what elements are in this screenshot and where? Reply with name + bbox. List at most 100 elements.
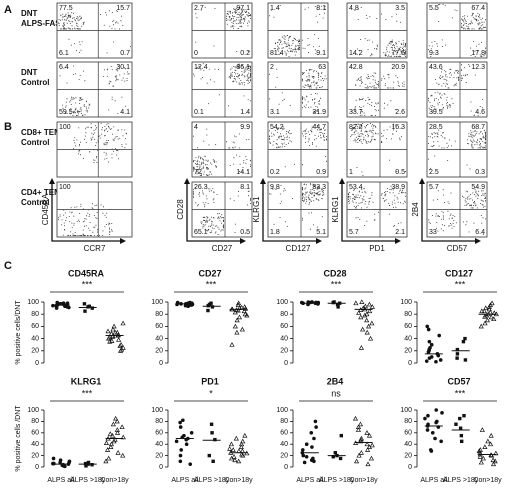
y-tick-label: 40	[404, 441, 412, 448]
quadrant-label: 54.2	[270, 124, 284, 131]
data-point	[365, 447, 371, 452]
significance: ***	[206, 279, 217, 289]
quadrant-label: 17.8	[471, 50, 485, 57]
data-point	[440, 411, 444, 415]
data-point	[186, 301, 190, 306]
quadrant-label: 9.9	[240, 124, 250, 131]
quadrant-label: 1.8	[270, 229, 280, 236]
data-point	[486, 304, 492, 309]
arrow-head	[316, 238, 322, 244]
quadrant-label: 0.7	[120, 50, 130, 57]
quadrant-label: 14.1	[236, 169, 250, 176]
data-point	[178, 459, 183, 464]
data-point	[67, 305, 71, 310]
data-point	[82, 302, 87, 306]
data-point	[178, 425, 183, 429]
data-point	[106, 334, 113, 340]
quadrant-label: 5.7	[429, 184, 439, 191]
data-point	[115, 450, 121, 455]
data-point	[366, 432, 373, 438]
data-point	[490, 461, 497, 467]
data-point	[425, 324, 430, 329]
y-tick-label: 100	[151, 299, 163, 306]
data-point	[479, 308, 485, 314]
x-tick-label: Con>18y	[100, 477, 129, 484]
y-tick-label: 100	[400, 407, 412, 414]
data-point	[463, 336, 467, 341]
quadrant-label: 1	[349, 169, 353, 176]
arrow-head	[419, 178, 425, 184]
data-point	[427, 356, 432, 360]
x-tick-label: Con>18y	[349, 477, 378, 484]
data-point	[301, 453, 306, 458]
y-tick-label: 40	[31, 441, 39, 448]
significance: ***	[82, 388, 93, 398]
data-point	[482, 444, 488, 449]
data-point	[210, 305, 215, 309]
data-point	[454, 422, 458, 426]
y-tick-label: 80	[31, 418, 39, 425]
quadrant-label: 20.9	[391, 64, 405, 71]
y-tick-label: 20	[404, 452, 412, 459]
y-axis-label: % positive cells/DNT	[15, 300, 22, 365]
event-cluster	[226, 7, 251, 30]
data-point	[356, 310, 362, 315]
data-point	[434, 408, 439, 412]
data-point	[424, 359, 429, 363]
data-point	[105, 447, 111, 452]
data-point	[120, 320, 126, 326]
data-point	[483, 305, 489, 311]
data-point	[207, 453, 211, 458]
quadrant-label: 77.5	[59, 5, 73, 12]
data-point	[107, 431, 113, 436]
y-tick-label: 100	[27, 299, 39, 306]
data-point	[488, 441, 494, 447]
x-tick-label: ALPS >18y	[319, 477, 355, 484]
event-cluster	[381, 185, 406, 208]
y-axis-label: 2B4	[411, 202, 420, 217]
event-cluster	[470, 41, 486, 57]
y-tick-label: 80	[280, 311, 288, 318]
event-cluster	[228, 63, 251, 86]
data-point	[433, 436, 437, 441]
data-point	[304, 454, 309, 459]
data-point	[117, 343, 123, 348]
y-tick-label: 60	[404, 430, 412, 437]
data-point	[357, 421, 364, 427]
quadrant-label: 2.7	[194, 5, 204, 12]
quadrant-label: 72	[194, 169, 202, 176]
y-tick-label: 40	[155, 335, 163, 342]
y-axis-label: KLRG1	[331, 196, 340, 223]
y-tick-label: 100	[27, 407, 39, 414]
y-tick-label: 60	[280, 323, 288, 330]
quadrant-label: 9.3	[429, 50, 439, 57]
data-point	[429, 342, 434, 347]
data-point	[206, 303, 210, 308]
data-point	[65, 301, 70, 306]
y-tick-label: 20	[155, 452, 163, 459]
y-tick-label: 0	[35, 360, 39, 367]
x-tick-label: Con>18y	[473, 477, 502, 484]
data-point	[86, 460, 91, 465]
data-point	[51, 456, 56, 461]
data-point	[365, 461, 371, 467]
data-point	[427, 339, 432, 344]
y-tick-label: 100	[276, 299, 288, 306]
y-axis-label: CD28	[176, 199, 185, 220]
quadrant-label: 82.2	[349, 124, 363, 131]
y-tick-label: 80	[155, 311, 163, 318]
data-point	[313, 419, 318, 424]
arrow-head	[339, 178, 345, 184]
y-tick-label: 60	[404, 323, 412, 330]
y-tick-label: 40	[280, 441, 288, 448]
event-cluster	[383, 39, 406, 57]
data-point	[434, 420, 438, 425]
data-point	[308, 300, 312, 305]
quadrant-label: 12.4	[194, 64, 208, 71]
event-cluster	[58, 12, 85, 30]
data-point	[52, 461, 56, 466]
axis-arrow	[262, 180, 320, 242]
data-point	[314, 425, 318, 429]
data-point	[114, 329, 120, 335]
quadrant-label: 54.9	[471, 184, 485, 191]
